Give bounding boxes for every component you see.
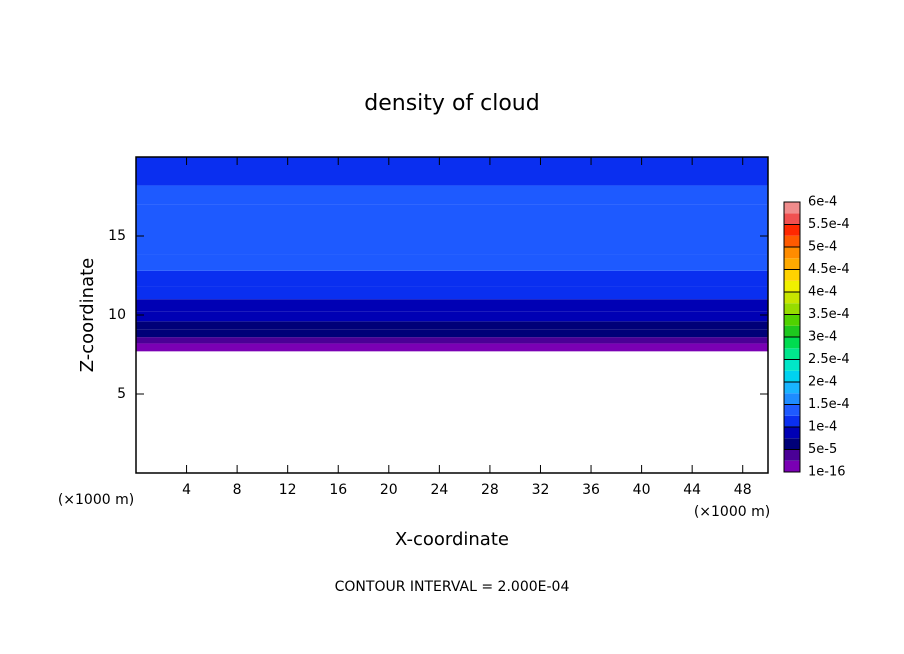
x-tick-label: 32 (532, 482, 550, 498)
x-tick-label: 24 (430, 482, 448, 498)
contour-band (136, 321, 768, 330)
colorbar-box (784, 348, 800, 360)
x-unit-label: (×1000 m) (694, 504, 770, 520)
x-axis-label: X-coordinate (395, 529, 509, 550)
y-tick-label: 10 (108, 307, 126, 323)
colorbar-box (784, 427, 800, 439)
x-tick-label: 48 (734, 482, 752, 498)
contour-band (136, 337, 768, 344)
footnote: CONTOUR INTERVAL = 2.000E-04 (335, 579, 570, 595)
colorbar-box (784, 460, 800, 472)
colorbar-box (784, 303, 800, 315)
contour-band (136, 270, 768, 287)
colorbar-box (784, 325, 800, 337)
colorbar-box (784, 258, 800, 270)
contour-band (136, 343, 768, 352)
colorbar-box (784, 449, 800, 461)
colorbar-label: 1e-4 (808, 420, 837, 435)
x-tick-label: 28 (481, 482, 499, 498)
colorbar-label: 2.5e-4 (808, 352, 850, 367)
colorbar-label: 4e-4 (808, 285, 837, 300)
colorbar-label: 2e-4 (808, 375, 837, 390)
colorbar-box (784, 382, 800, 394)
colorbar-label: 1e-16 (808, 465, 846, 480)
x-tick-label: 8 (233, 482, 242, 498)
colorbar-label: 3.5e-4 (808, 307, 850, 322)
x-tick-label: 36 (582, 482, 600, 498)
contour-band (136, 204, 768, 255)
contour-band (136, 329, 768, 338)
colorbar-box (784, 404, 800, 416)
colorbar-box (784, 359, 800, 371)
y-tick-label: 15 (108, 228, 126, 244)
contour-band (136, 311, 768, 322)
contour-band (136, 299, 768, 312)
contour-band (136, 185, 768, 205)
x-tick-label: 40 (633, 482, 651, 498)
colorbar-label: 3e-4 (808, 330, 837, 345)
x-tick-label: 16 (329, 482, 347, 498)
colorbar-label: 5e-5 (808, 442, 837, 457)
colorbar-label: 5.5e-4 (808, 217, 850, 232)
colorbar-box (784, 370, 800, 382)
colorbar-box (784, 269, 800, 281)
colorbar-box (784, 393, 800, 405)
x-tick-label: 4 (182, 482, 191, 498)
x-tick-label: 20 (380, 482, 398, 498)
colorbar-label: 4.5e-4 (808, 262, 850, 277)
x-tick-label: 12 (279, 482, 297, 498)
colorbar-label: 5e-4 (808, 240, 837, 255)
colorbar-box (784, 415, 800, 427)
colorbar-box (784, 314, 800, 326)
colorbar-box (784, 292, 800, 304)
x-tick-label: 44 (683, 482, 701, 498)
y-axis-label: Z-coordinate (77, 258, 98, 373)
colorbar-box (784, 213, 800, 225)
colorbar-box (784, 337, 800, 349)
colorbar-box (784, 235, 800, 247)
contour-band (136, 254, 768, 271)
chart-title: density of cloud (364, 91, 539, 116)
colorbar-box (784, 247, 800, 259)
colorbar-box (784, 280, 800, 292)
colorbar-label: 6e-4 (808, 195, 837, 210)
colorbar-box (784, 224, 800, 236)
colorbar-label: 1.5e-4 (808, 397, 850, 412)
contour-band (136, 157, 768, 186)
y-unit-label: (×1000 m) (58, 492, 134, 508)
y-tick-label: 5 (117, 386, 126, 402)
colorbar-box (784, 438, 800, 450)
contour-band (136, 286, 768, 300)
colorbar-box (784, 202, 800, 214)
